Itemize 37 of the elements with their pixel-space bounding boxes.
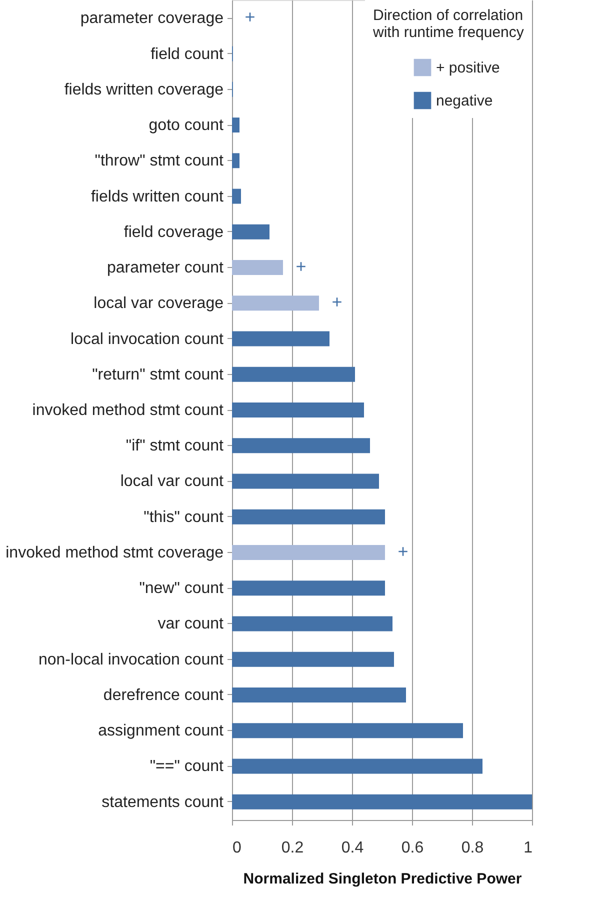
y-tick-label: invoked method stmt coverage bbox=[6, 544, 224, 562]
y-tick-label: non-local invocation count bbox=[38, 651, 224, 668]
annotation: + bbox=[244, 7, 256, 28]
x-tick-label: 0.6 bbox=[401, 840, 424, 856]
legend-title: Direction of correlation with runtime frequency bbox=[372, 7, 524, 41]
x-axis-title: Normalized Singleton Predictive Power bbox=[243, 870, 522, 888]
y-tick-label: field coverage bbox=[124, 224, 224, 241]
y-tick-label: parameter count bbox=[106, 260, 224, 277]
y-tick-label: parameter coverage bbox=[80, 10, 224, 28]
y-tick-label: "==" count bbox=[150, 758, 224, 776]
y-tick-label: "if" stmt count bbox=[126, 438, 224, 455]
annotation: + bbox=[398, 541, 408, 562]
y-tick-label: "this" count bbox=[144, 508, 224, 526]
y-tick-label: fields written coverage bbox=[64, 81, 224, 98]
y-tick-label: assignment count bbox=[98, 722, 224, 740]
y-tick-label: local var coverage bbox=[94, 295, 224, 312]
y-tick-label: goto count bbox=[148, 117, 224, 134]
y-tick-label: "new" count bbox=[139, 580, 224, 598]
y-tick-label: local invocation count bbox=[70, 330, 224, 348]
legend-label: + positive bbox=[436, 60, 500, 76]
x-tick-label: 0.4 bbox=[341, 840, 364, 856]
x-tick-label: 0.2 bbox=[281, 840, 304, 856]
annotation: + bbox=[332, 292, 342, 312]
x-tick-label: 1 bbox=[524, 840, 533, 856]
annotation: + bbox=[296, 256, 306, 277]
y-tick-label: statements count bbox=[102, 794, 224, 811]
y-tick-label: "return" stmt count bbox=[92, 366, 224, 384]
x-tick-label: 0 bbox=[232, 840, 242, 856]
y-tick-label: local var count bbox=[120, 473, 224, 490]
y-tick-label: "throw" stmt count bbox=[94, 152, 224, 170]
y-tick-label: field count bbox=[150, 46, 224, 63]
legend-label: negative bbox=[436, 92, 493, 110]
x-tick-label: 0.8 bbox=[461, 840, 484, 856]
y-tick-label: var count bbox=[158, 616, 224, 633]
y-tick-label: derefrence count bbox=[103, 686, 224, 704]
y-tick-label: invoked method stmt count bbox=[32, 402, 224, 419]
y-tick-label: fields written count bbox=[90, 188, 224, 206]
